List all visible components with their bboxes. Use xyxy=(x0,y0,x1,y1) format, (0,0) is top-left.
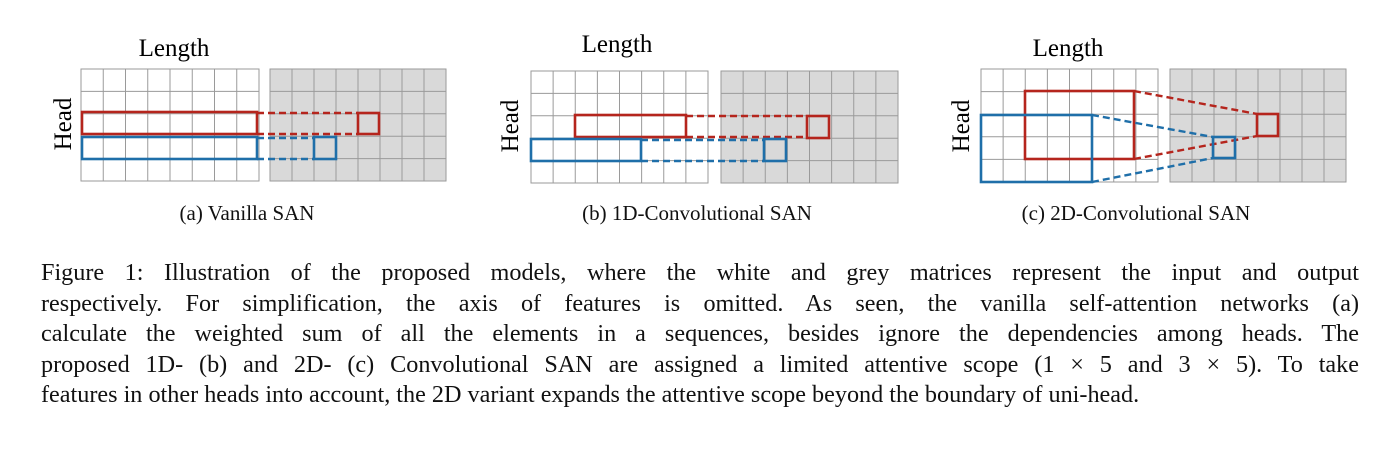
panel-c-head-label: Head xyxy=(948,99,975,152)
panel-b-blue-output-cell xyxy=(762,137,788,163)
panel-a-input-matrix xyxy=(80,68,260,182)
panel-c-caption: (c) 2D-Convolutional SAN xyxy=(1021,201,1251,225)
panel-b-red-scope xyxy=(573,113,688,139)
panel-b-output-matrix xyxy=(720,70,899,184)
figure-caption: Figure 1: Illustration of the proposed m… xyxy=(41,258,1359,411)
panel-a: Length Head xyxy=(50,35,447,182)
panel-c-blue-scope xyxy=(979,113,1094,184)
panel-a-red-output-cell xyxy=(356,111,381,136)
panel-c: Length Head xyxy=(948,35,1347,184)
panel-a-red-scope xyxy=(80,110,259,136)
panel-a-caption: (a) Vanilla SAN xyxy=(179,201,315,225)
panel-c-input-matrix xyxy=(980,68,1159,183)
caption-line: Figure 1: Illustration of the proposed m… xyxy=(41,259,1359,286)
panel-b-caption: (b) 1D-Convolutional SAN xyxy=(582,201,812,225)
figure-diagram: Length Head Length Head xyxy=(50,31,1347,184)
panel-a-blue-output-cell xyxy=(312,135,338,161)
panel-b-head-label: Head xyxy=(497,99,524,152)
panel-b: Length Head xyxy=(497,31,899,184)
panel-c-length-label: Length xyxy=(1033,35,1104,62)
panel-c-blue-output-cell xyxy=(1211,135,1237,160)
panel-c-red-connector-bottom xyxy=(1133,134,1258,161)
panel-c-red-output-cell xyxy=(1255,112,1280,138)
caption-line: features in other heads into account, th… xyxy=(41,381,1140,409)
caption-line: proposed 1D- (b) and 2D- (c) Convolution… xyxy=(41,350,1359,378)
panel-c-red-scope xyxy=(1023,89,1136,161)
panel-b-input-matrix xyxy=(530,70,709,184)
panel-a-head-label: Head xyxy=(50,97,77,150)
panel-a-length-label: Length xyxy=(139,35,210,62)
panel-b-red-output-cell xyxy=(805,114,831,140)
panel-c-red-connector-top xyxy=(1133,89,1258,116)
caption-line: respectively. For simplification, the ax… xyxy=(41,289,1359,317)
panel-c-blue-connector-bottom xyxy=(1091,156,1214,184)
panel-c-blue-connector-top xyxy=(1091,113,1214,139)
panel-b-length-label: Length xyxy=(582,31,653,58)
panel-b-blue-scope xyxy=(529,137,643,163)
panel-a-blue-scope xyxy=(80,135,259,161)
figure-1: Length Head Length Head xyxy=(50,31,1347,225)
caption-line: calculate the weighted sum of all the el… xyxy=(41,320,1359,348)
